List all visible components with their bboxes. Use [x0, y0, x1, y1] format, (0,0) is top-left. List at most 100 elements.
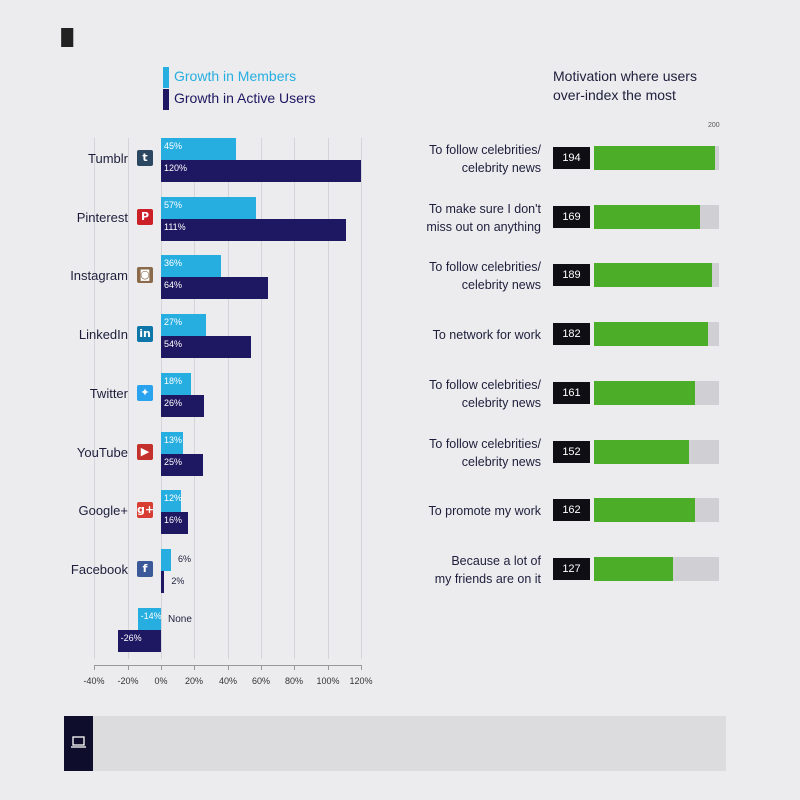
platform-label: Pinterest: [76, 209, 128, 225]
score-box: 162: [553, 499, 590, 522]
bar-active-users: [161, 218, 346, 241]
x-tick-label: 80%: [284, 676, 303, 686]
motivation-label-line: celebrity news: [461, 454, 541, 469]
motivation-bar-fill: [594, 263, 713, 288]
motivation-bar-fill: [594, 322, 708, 347]
data-label: 18%: [164, 375, 183, 386]
axis-tick: [161, 665, 162, 670]
google-plus-icon: g+: [137, 502, 155, 519]
gridline: [361, 138, 362, 659]
motivation-bar-track: [594, 380, 719, 405]
motivation-bar-track: [594, 556, 719, 581]
legend-swatch-active-users: [163, 89, 169, 110]
data-label: 2%: [171, 575, 185, 586]
motivation-label-line: To follow celebrities/: [429, 260, 541, 275]
motivation-bar-fill: [594, 556, 674, 581]
footer-icon-box: [64, 716, 93, 771]
bar-active-users: [161, 394, 205, 417]
legend-label-members: Growth in Members: [174, 68, 297, 84]
axis-tick: [228, 665, 229, 670]
motivation-label: To follow celebrities/celebrity news: [429, 141, 541, 177]
platform-label: YouTube: [76, 444, 128, 460]
x-tick-label: 20%: [184, 676, 203, 686]
score-box: 127: [553, 557, 590, 580]
motivation-bar-track: [594, 263, 719, 288]
motivation-label-line: To follow celebrities/: [429, 436, 541, 451]
motivation-bar-fill: [594, 439, 689, 464]
gridline: [328, 138, 329, 659]
motivation-label-line: celebrity news: [461, 161, 541, 175]
axis-tick: [328, 665, 329, 670]
motivation-label: To make sure I don't miss out on anything: [426, 200, 541, 236]
data-label: 26%: [164, 397, 183, 408]
x-axis-line: [94, 665, 362, 666]
motivation-bar-fill: [594, 204, 700, 229]
scale-max-label: 200: [708, 122, 720, 129]
bar-active-users: [161, 570, 165, 593]
motivation-label-line: To follow celebrities/: [429, 143, 541, 157]
axis-tick: [261, 665, 262, 670]
data-label: -26%: [120, 632, 142, 643]
motivation-label: To follow celebrities/celebrity news: [429, 376, 541, 412]
bar-members: [161, 372, 191, 395]
motivation-label-line: To follow celebrities/: [429, 377, 541, 392]
score-box: 161: [553, 381, 590, 404]
axis-tick: [128, 665, 129, 670]
motivation-chart-title: Motivation where users over-index the mo…: [553, 67, 697, 105]
x-tick-label: 120%: [349, 676, 373, 686]
bar-members: [161, 314, 206, 337]
data-label: 13%: [164, 434, 183, 445]
footer-bar: [64, 716, 726, 771]
twitter-icon: ✦: [137, 384, 153, 401]
x-tick-label: 40%: [218, 676, 237, 686]
motivation-bar-fill: [594, 498, 696, 523]
motivation-label-line: miss out on anything: [426, 219, 541, 234]
data-label: 57%: [164, 199, 183, 210]
motivation-label-line: To make sure I don't: [428, 201, 541, 216]
motivation-label-line: celebrity news: [461, 395, 541, 410]
platform-label: Tumblr: [88, 151, 128, 166]
platform-label: Facebook: [70, 561, 128, 577]
linkedin-icon: in: [137, 326, 153, 343]
motivation-label: To promote my work: [428, 502, 541, 520]
gridline: [261, 138, 262, 659]
title-line-1: Motivation where users: [553, 68, 697, 84]
motivation-bar-fill: [594, 146, 716, 170]
platform-label: LinkedIn: [78, 327, 128, 343]
category-label-none: None: [168, 613, 192, 625]
x-tick-label: 60%: [251, 676, 270, 686]
facebook-icon: f: [137, 560, 153, 577]
bar-active-users: [161, 453, 203, 476]
x-tick-label: 100%: [316, 676, 340, 686]
score-box: 182: [553, 323, 590, 346]
data-label: 111%: [164, 221, 186, 232]
gridline: [294, 138, 295, 659]
motivation-bar-track: [594, 322, 719, 347]
axis-tick: [94, 665, 95, 670]
motivation-bar-track: [594, 146, 719, 170]
bar-members: [161, 138, 236, 160]
bar-active-users: [161, 512, 188, 535]
bar-members: [161, 490, 181, 513]
bar-active-users: [117, 629, 161, 652]
axis-tick: [361, 665, 362, 670]
laptop-icon: [71, 736, 86, 748]
motivation-label-line: my friends are on it: [434, 571, 541, 586]
legend-swatch-members: [163, 67, 169, 88]
bar-members: [161, 196, 256, 219]
score-box: 169: [553, 205, 590, 228]
motivation-label-line: To promote my work: [428, 504, 541, 519]
gridline: [94, 138, 95, 659]
legend-label-active-users: Growth in Active Users: [174, 90, 316, 106]
bar-active-users: [161, 336, 251, 359]
pinterest-icon: P: [137, 208, 153, 225]
axis-tick: [194, 665, 195, 670]
platform-label: Google+: [78, 503, 128, 519]
data-label: 27%: [164, 317, 183, 328]
motivation-bar-track: [594, 498, 719, 523]
youtube-icon: ▶: [137, 443, 153, 460]
motivation-label-line: Because a lot of: [451, 553, 541, 568]
data-label: 120%: [164, 163, 188, 173]
motivation-label: To follow celebrities/celebrity news: [429, 258, 541, 294]
motivation-bar-fill: [594, 380, 695, 405]
